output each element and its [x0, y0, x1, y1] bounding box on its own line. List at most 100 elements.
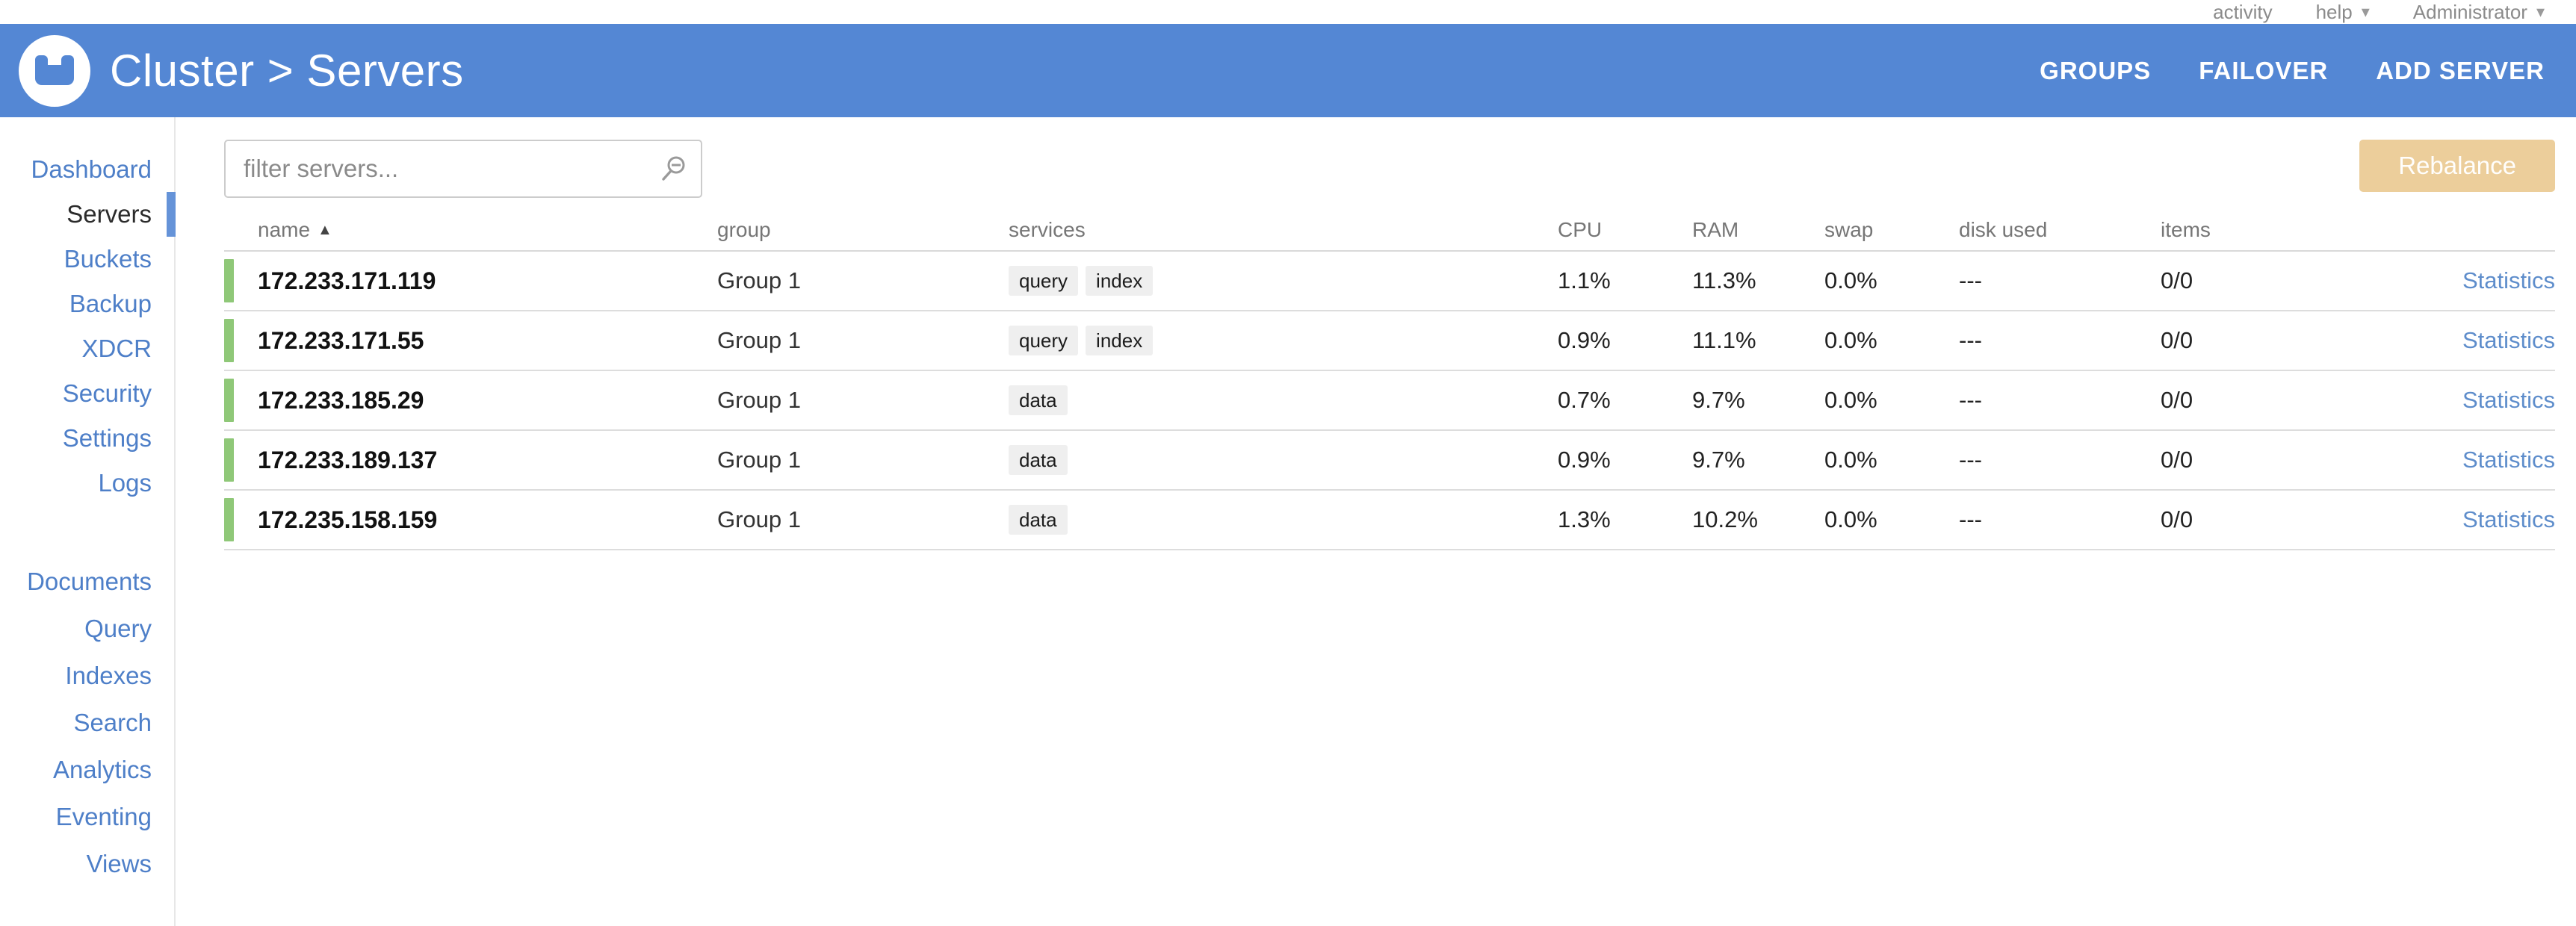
- column-header-name[interactable]: name ▲: [258, 218, 332, 241]
- server-disk-used: ---: [1959, 327, 1982, 353]
- server-services: query index: [1009, 325, 1558, 356]
- server-row[interactable]: 172.233.171.119 Group 1 query index 1.1%…: [224, 252, 2555, 311]
- search-icon[interactable]: [660, 155, 687, 182]
- server-ram: 9.7%: [1692, 447, 1745, 473]
- failover-button[interactable]: FAILOVER: [2199, 56, 2329, 84]
- user-menu[interactable]: Administrator ▾: [2413, 1, 2545, 24]
- server-cpu: 0.9%: [1558, 447, 1611, 473]
- server-cpu: 1.1%: [1558, 267, 1611, 293]
- server-disk-used: ---: [1959, 506, 1982, 532]
- caret-down-icon: ▾: [2536, 2, 2545, 21]
- server-items: 0/0: [2161, 267, 2193, 293]
- server-items: 0/0: [2161, 387, 2193, 413]
- filter-servers-input[interactable]: [224, 140, 702, 198]
- service-badge: data: [1009, 385, 1068, 416]
- health-status-bar: [224, 379, 234, 422]
- server-items: 0/0: [2161, 447, 2193, 473]
- server-swap: 0.0%: [1824, 327, 1877, 353]
- server-row[interactable]: 172.233.185.29 Group 1 data 0.7% 9.7% 0.…: [224, 371, 2555, 431]
- service-badge: index: [1086, 265, 1154, 296]
- sidebar-item-xdcr[interactable]: XDCR: [81, 335, 152, 362]
- sidebar-item-security[interactable]: Security: [62, 379, 152, 407]
- server-swap: 0.0%: [1824, 506, 1877, 532]
- server-name[interactable]: 172.233.171.119: [258, 267, 436, 294]
- statistics-link[interactable]: Statistics: [2462, 267, 2555, 293]
- column-header-cpu[interactable]: CPU: [1558, 218, 1603, 241]
- server-disk-used: ---: [1959, 447, 1982, 473]
- server-disk-used: ---: [1959, 267, 1982, 293]
- rebalance-button[interactable]: Rebalance: [2359, 140, 2555, 192]
- service-badge: index: [1086, 325, 1154, 356]
- sort-ascending-icon: ▲: [318, 221, 332, 238]
- header-bar: Cluster > Servers GROUPS FAILOVER ADD SE…: [0, 24, 2576, 117]
- sidebar-item-search[interactable]: Search: [73, 708, 152, 736]
- column-header-swap[interactable]: swap: [1824, 218, 1874, 241]
- sidebar-item-servers[interactable]: Servers: [0, 192, 176, 237]
- server-swap: 0.0%: [1824, 267, 1877, 293]
- sidebar-item-buckets[interactable]: Buckets: [64, 245, 152, 273]
- utility-bar: activity help ▾ Administrator ▾: [0, 0, 2576, 24]
- server-name[interactable]: 172.233.185.29: [258, 386, 424, 414]
- server-services: data: [1009, 385, 1558, 416]
- statistics-link[interactable]: Statistics: [2462, 506, 2555, 532]
- sidebar-item-query[interactable]: Query: [84, 614, 152, 642]
- page-title: Cluster > Servers: [110, 46, 464, 96]
- statistics-link[interactable]: Statistics: [2462, 327, 2555, 353]
- groups-button[interactable]: GROUPS: [2040, 56, 2152, 84]
- service-badge: query: [1009, 325, 1079, 356]
- sidebar-item-analytics[interactable]: Analytics: [52, 755, 152, 783]
- server-services: data: [1009, 504, 1558, 535]
- sidebar-item-dashboard[interactable]: Dashboard: [31, 155, 152, 183]
- sidebar-item-logs[interactable]: Logs: [98, 469, 152, 497]
- statistics-link[interactable]: Statistics: [2462, 447, 2555, 473]
- server-services: data: [1009, 444, 1558, 476]
- server-cpu: 0.9%: [1558, 327, 1611, 353]
- sidebar-item-indexes[interactable]: Indexes: [65, 661, 152, 689]
- server-items: 0/0: [2161, 506, 2193, 532]
- sidebar-item-documents[interactable]: Documents: [27, 567, 152, 595]
- column-header-disk-used[interactable]: disk used: [1959, 218, 2048, 241]
- server-cpu: 1.3%: [1558, 506, 1611, 532]
- sidebar-item-eventing[interactable]: Eventing: [55, 802, 152, 830]
- sidebar-item-views[interactable]: Views: [86, 849, 152, 877]
- active-item-indicator: [167, 192, 176, 237]
- server-disk-used: ---: [1959, 387, 1982, 413]
- server-row[interactable]: 172.235.158.159 Group 1 data 1.3% 10.2% …: [224, 491, 2555, 550]
- activity-label: activity: [2213, 0, 2273, 23]
- server-ram: 11.3%: [1692, 267, 1756, 293]
- service-badge: data: [1009, 444, 1068, 476]
- servers-table: name ▲ group services CPU RAM swap disk …: [224, 210, 2555, 550]
- filter-field-wrap: [224, 140, 702, 198]
- health-status-bar: [224, 259, 234, 302]
- health-status-bar: [224, 438, 234, 482]
- header-actions: GROUPS FAILOVER ADD SERVER: [2040, 57, 2545, 85]
- help-menu[interactable]: help ▾: [2316, 1, 2370, 24]
- server-group: Group 1: [717, 267, 802, 293]
- statistics-link[interactable]: Statistics: [2462, 387, 2555, 413]
- column-header-ram[interactable]: RAM: [1692, 218, 1739, 241]
- server-row[interactable]: 172.233.171.55 Group 1 query index 0.9% …: [224, 311, 2555, 371]
- server-items: 0/0: [2161, 327, 2193, 353]
- server-swap: 0.0%: [1824, 387, 1877, 413]
- content-area: Dashboard Servers Buckets Backup XDCR Se…: [0, 117, 2576, 926]
- activity-link[interactable]: activity: [2213, 1, 2272, 24]
- caret-down-icon: ▾: [2361, 2, 2370, 21]
- server-name[interactable]: 172.233.189.137: [258, 446, 438, 473]
- server-name[interactable]: 172.235.158.159: [258, 506, 438, 533]
- column-header-group[interactable]: group: [717, 218, 771, 241]
- server-name[interactable]: 172.233.171.55: [258, 326, 424, 354]
- server-group: Group 1: [717, 447, 802, 473]
- server-ram: 9.7%: [1692, 387, 1745, 413]
- table-header-row: name ▲ group services CPU RAM swap disk …: [224, 210, 2555, 252]
- sidebar-item-backup[interactable]: Backup: [69, 290, 152, 317]
- sidebar: Dashboard Servers Buckets Backup XDCR Se…: [0, 117, 176, 926]
- column-header-items[interactable]: items: [2161, 218, 2211, 241]
- server-row[interactable]: 172.233.189.137 Group 1 data 0.9% 9.7% 0…: [224, 431, 2555, 491]
- sidebar-item-settings[interactable]: Settings: [62, 424, 152, 452]
- service-badge: data: [1009, 504, 1068, 535]
- brand: Cluster > Servers: [19, 34, 464, 107]
- server-ram: 10.2%: [1692, 506, 1758, 532]
- column-header-services[interactable]: services: [1009, 218, 1086, 241]
- add-server-button[interactable]: ADD SERVER: [2376, 56, 2545, 84]
